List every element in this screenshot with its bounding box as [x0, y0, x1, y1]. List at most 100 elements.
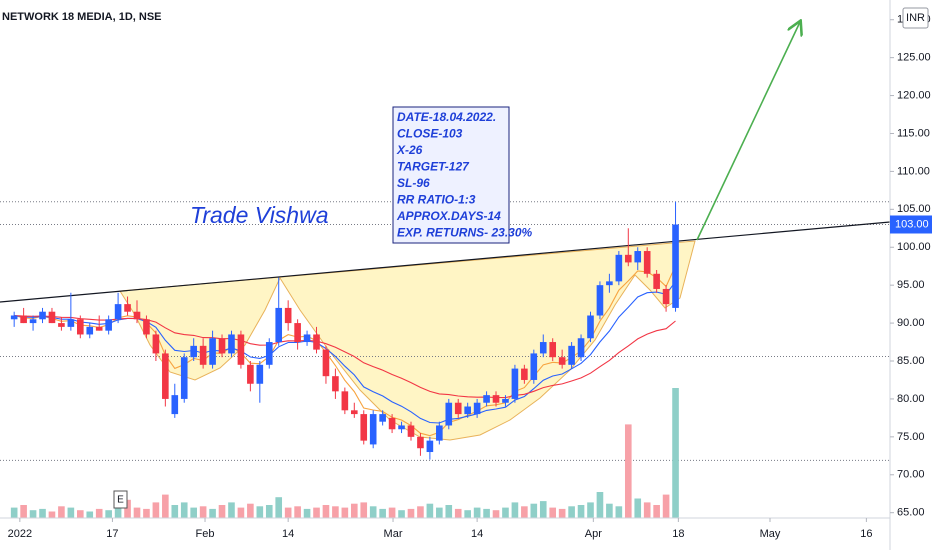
y-tick-label: 95.00 [897, 279, 925, 291]
volume-bar [10, 507, 18, 518]
candle-body [228, 334, 235, 354]
x-tick-label: May [760, 528, 781, 540]
volume-bar [322, 505, 330, 518]
volume-bar [332, 506, 339, 518]
volume-bar [624, 424, 632, 518]
earnings-box [113, 490, 128, 509]
y-tick-label: 110.00 [897, 165, 930, 177]
candle-body [521, 368, 528, 380]
last-price-box [890, 215, 932, 234]
volume-bar [558, 508, 566, 518]
currency: INR [906, 12, 925, 24]
volume-bar [199, 506, 207, 518]
candle-body [39, 311, 46, 320]
volume-bar [256, 506, 264, 518]
candle-body [294, 323, 301, 343]
candle-body [237, 334, 245, 365]
volume-bar [417, 506, 424, 518]
candle-body [322, 349, 330, 377]
y-tick-label: 115.00 [897, 127, 930, 139]
candle-body [454, 402, 462, 415]
candle-body [190, 345, 197, 358]
x-tick-label: Mar [384, 528, 403, 540]
chart-title: NETWORK 18 MEDIA, 1D, NSE [2, 11, 162, 23]
candle-body [539, 342, 547, 354]
volume-bar [511, 502, 519, 518]
candle-body [445, 402, 453, 426]
annotation-box [392, 106, 510, 244]
candle-body [379, 414, 386, 422]
volume-bar [105, 510, 112, 518]
watermark: Trade Vishwa [190, 202, 329, 228]
volume-bar [284, 507, 292, 518]
y-tick-label: 80.00 [897, 393, 925, 405]
candle-body [303, 334, 311, 343]
volume-bar [464, 510, 471, 518]
volume-bar [388, 507, 396, 518]
candle-body [180, 357, 188, 399]
candle-body [568, 345, 575, 365]
candle-body [426, 440, 434, 453]
x-tick-label: 14 [282, 528, 294, 540]
volume-bar [133, 507, 141, 518]
annotation-line: DATE-18.04.2022. [397, 110, 496, 124]
annotation-line: SL-96 [397, 176, 430, 190]
candle-body [162, 353, 169, 399]
candle-body [596, 285, 604, 316]
candle-body [492, 395, 500, 403]
volume-bar [662, 494, 670, 518]
volume-bar [48, 511, 56, 518]
volume-bar [454, 508, 462, 518]
target-arrow [696, 22, 800, 241]
candle-body [48, 311, 56, 324]
ema-line [14, 314, 676, 399]
annotation-line: TARGET-127 [397, 160, 470, 174]
candles [10, 201, 679, 460]
volume-bar [190, 507, 197, 518]
last-price-label: 103.00 [895, 218, 929, 230]
trendline [0, 221, 891, 303]
y-tick-label: 100.00 [897, 241, 931, 253]
volume-bar [143, 508, 150, 518]
volume-bar [360, 502, 368, 518]
volume-bar [303, 508, 311, 518]
candle-body [530, 353, 538, 380]
volume-bar [473, 507, 481, 518]
annotation-line: APPROX.DAYS-14 [396, 209, 501, 223]
volume-bar [530, 503, 538, 518]
candle-body [483, 395, 490, 403]
candle-body [58, 323, 65, 327]
x-tick-label: 14 [471, 528, 483, 540]
volume-bar [539, 501, 547, 518]
volume-bar [350, 503, 358, 518]
volume-bar [568, 506, 575, 518]
volume-bar [29, 510, 37, 518]
candle-body [124, 304, 131, 312]
y-tick-label: 105.00 [897, 203, 931, 215]
y-tick-label: 120.00 [897, 89, 931, 101]
volume-bar [643, 502, 651, 518]
candle-body [67, 319, 75, 327]
volume-bar [549, 507, 557, 518]
volume-bar [672, 388, 679, 518]
volume-bar [398, 510, 405, 518]
volume-bar [86, 511, 94, 518]
candle-body [653, 273, 660, 289]
volume-bar [369, 506, 377, 518]
volume-bar [436, 507, 443, 518]
annotation: DATE-18.04.2022. CLOSE-103 X-26 TARGET-127 S… [396, 110, 532, 240]
candle-body [133, 311, 141, 320]
x-tick-label: Apr [585, 528, 602, 540]
candle-body [624, 254, 632, 263]
volume-bar [615, 506, 623, 518]
candle-body [407, 425, 415, 437]
volume-bar [218, 505, 226, 518]
volume-bar [180, 502, 188, 518]
volume-bar [67, 507, 75, 518]
volume-bar [171, 505, 179, 518]
y-tick-label: 70.00 [897, 469, 925, 481]
candle-body [360, 414, 368, 441]
candle-body [587, 315, 594, 339]
volume-bar [114, 506, 122, 518]
y-tick-label: 125.00 [897, 52, 931, 64]
